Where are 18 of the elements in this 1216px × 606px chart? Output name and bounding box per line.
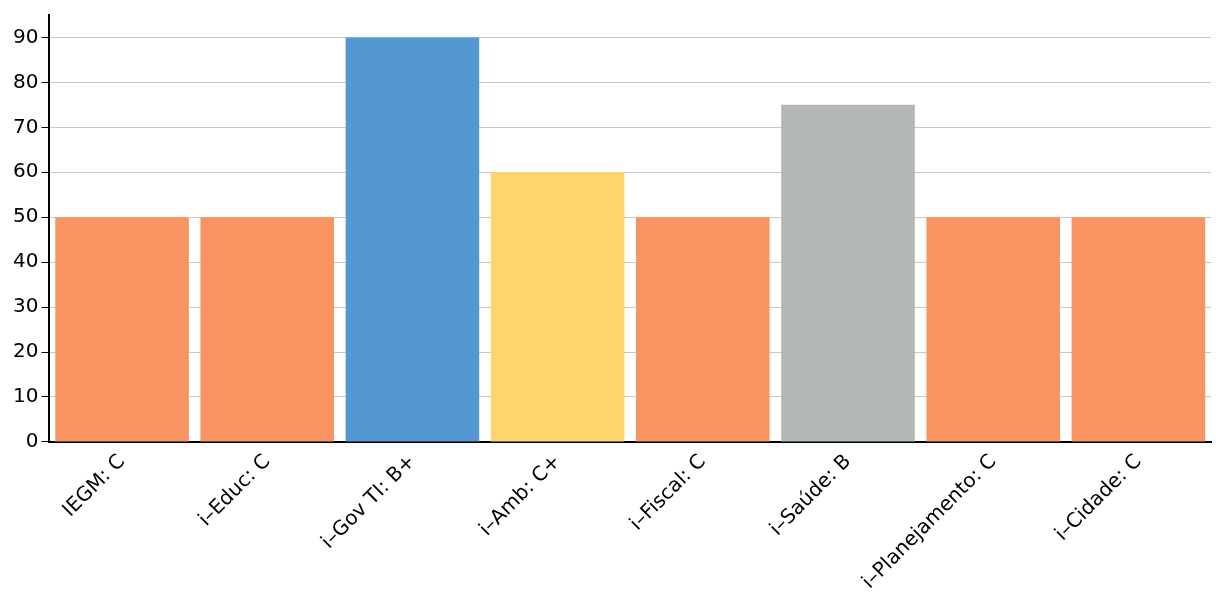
y-tick-label: 0 <box>25 428 39 453</box>
bar <box>781 104 915 442</box>
y-tick-label: 20 <box>13 338 39 363</box>
bar <box>1071 217 1206 442</box>
y-tick-label: 10 <box>13 383 39 408</box>
bar <box>490 172 625 442</box>
y-tick-label: 30 <box>13 293 39 318</box>
y-tick-label: 90 <box>13 23 39 48</box>
y-tick-label: 70 <box>13 113 39 138</box>
y-tick-label: 40 <box>13 248 39 273</box>
bar <box>345 37 480 442</box>
bar <box>55 217 189 442</box>
bar <box>636 217 770 442</box>
y-tick-label: 50 <box>13 203 39 228</box>
bar <box>926 217 1060 442</box>
y-tick-label: 80 <box>13 68 39 93</box>
y-tick-label: 60 <box>13 158 39 183</box>
bar <box>200 217 335 442</box>
